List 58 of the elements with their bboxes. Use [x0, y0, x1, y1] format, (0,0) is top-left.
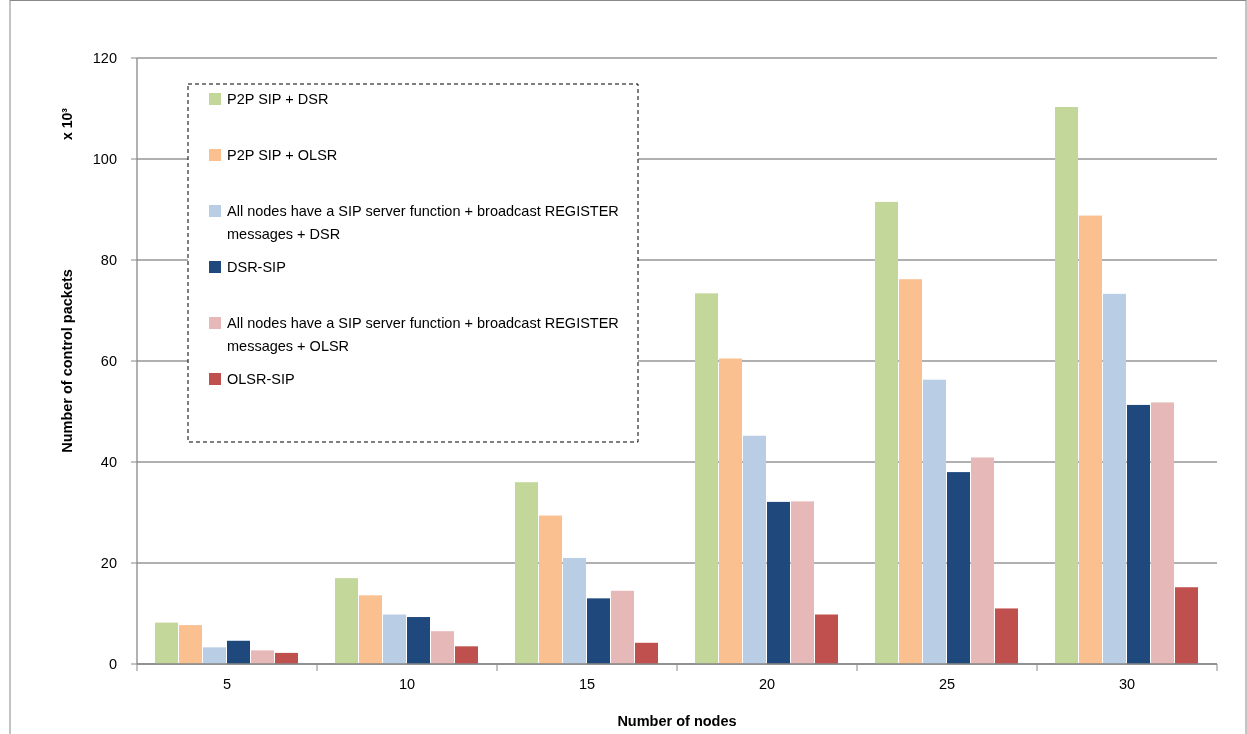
y-tick-label: 0: [108, 656, 117, 673]
bar: [791, 501, 814, 664]
y-tick-label: 100: [92, 151, 117, 168]
bar: [587, 598, 610, 664]
x-tick-label: 10: [398, 676, 416, 692]
x-axis-title: Number of nodes: [617, 713, 737, 729]
legend-label: All nodes have a SIP server function + broadcast REGISTER messages + DSR: [227, 203, 619, 242]
y-tick-label: 120: [92, 50, 117, 67]
bar: [875, 201, 898, 664]
legend-label: P2P SIP + OLSR: [227, 147, 338, 163]
x-tick-label: 15: [578, 676, 596, 692]
y-axis-title: Number of control packets: [59, 269, 75, 453]
bar: [383, 614, 406, 664]
bar: [695, 293, 718, 664]
bar: [539, 515, 562, 664]
x-tick-label: 20: [758, 676, 776, 692]
y-tick-label: 40: [100, 454, 117, 471]
bar: [995, 608, 1018, 664]
bar: [431, 631, 454, 664]
bar: [1079, 215, 1102, 664]
legend-label: DSR-SIP: [227, 259, 286, 275]
legend-label: OLSR-SIP: [227, 371, 295, 387]
bar: [899, 279, 922, 664]
bar: [1127, 404, 1150, 664]
bar: [179, 625, 202, 664]
bar: [455, 646, 478, 664]
bar: [563, 557, 586, 664]
bar: [719, 358, 742, 664]
bar: [1055, 106, 1078, 664]
legend-label: P2P SIP + DSR: [227, 91, 329, 107]
x-tick-label: 30: [1118, 676, 1136, 692]
bar: [611, 590, 634, 664]
bar: [515, 482, 538, 664]
bar: [407, 617, 430, 664]
bar: [335, 578, 358, 664]
bar: [1175, 587, 1198, 664]
y-tick-label: 80: [100, 252, 117, 269]
text: x 10³: [59, 107, 75, 140]
bar: [743, 435, 766, 664]
bar: [635, 642, 658, 664]
bar: [767, 501, 790, 664]
bar: [227, 640, 250, 664]
bar: [947, 472, 970, 664]
bar: [251, 650, 274, 664]
bar: [923, 379, 946, 664]
bar: [971, 457, 994, 664]
y-tick-label: 20: [100, 555, 117, 572]
bar: [1103, 293, 1126, 664]
x-tick-label: 5: [222, 676, 232, 692]
bar: [1151, 402, 1174, 664]
bar: [203, 647, 226, 664]
bar: [155, 622, 178, 664]
bar: [815, 614, 838, 664]
x-tick-label: 25: [938, 676, 956, 692]
legend-label: All nodes have a SIP server function + broadcast REGISTER messages + OLSR: [227, 315, 619, 354]
y-tick-label: 60: [100, 353, 117, 370]
bar: [359, 595, 382, 664]
bar: [275, 652, 298, 664]
